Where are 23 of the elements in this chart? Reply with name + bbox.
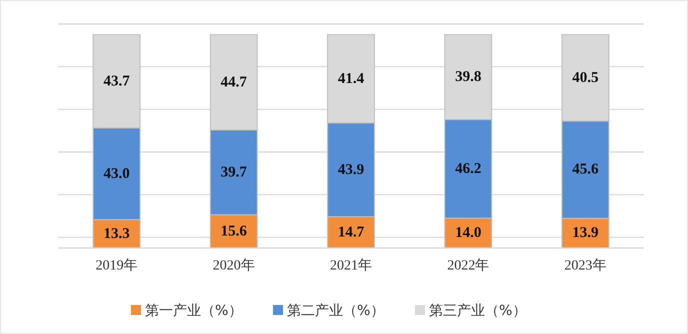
data-label: 14.7 <box>338 224 365 240</box>
data-label: 43.0 <box>103 166 130 182</box>
x-tick-label: 2023年 <box>564 258 606 274</box>
data-label: 45.6 <box>572 162 600 178</box>
data-label: 13.9 <box>572 225 599 242</box>
x-tick-label: 2020年 <box>212 258 255 274</box>
legend-label: 第二产业（%） <box>287 303 384 319</box>
data-label: 14.0 <box>455 225 482 242</box>
legend-label: 第一产业（%） <box>145 303 242 319</box>
legend-label: 第三产业（%） <box>429 303 526 319</box>
x-tick-label: 2019年 <box>96 258 138 274</box>
data-label: 40.5 <box>572 70 599 86</box>
data-label: 44.7 <box>220 74 248 90</box>
data-label: 43.7 <box>103 73 130 90</box>
data-label: 15.6 <box>220 223 248 240</box>
data-label: 43.9 <box>338 162 364 178</box>
data-label: 41.4 <box>338 70 365 87</box>
x-tick-label: 2022年 <box>447 258 490 274</box>
data-label: 39.7 <box>220 164 248 180</box>
data-label: 13.3 <box>103 226 130 242</box>
data-label: 39.8 <box>455 69 482 86</box>
x-tick-label: 2021年 <box>330 258 372 274</box>
data-label: 46.2 <box>455 160 482 177</box>
